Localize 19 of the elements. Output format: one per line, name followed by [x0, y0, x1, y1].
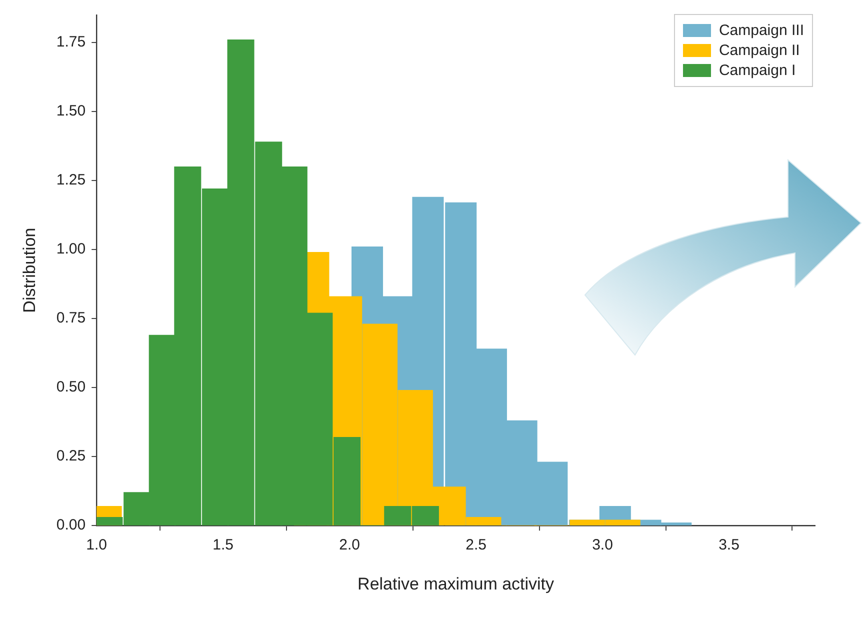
x-axis-title: Relative maximum activity: [358, 574, 555, 594]
y-tick-label: 1.50: [56, 102, 86, 120]
x-tick-label: 3.5: [718, 536, 740, 554]
y-tick-label: 1.00: [56, 240, 86, 258]
legend-label: Campaign III: [718, 22, 804, 39]
x-tick-label: 1.5: [212, 536, 234, 554]
x-tick-label: 2.0: [339, 536, 360, 554]
y-tick-label: 1.75: [56, 34, 86, 51]
y-tick-label: 1.25: [56, 172, 86, 189]
legend-label: Campaign II: [718, 42, 800, 59]
x-tick-label: 1.0: [86, 536, 108, 554]
y-tick-label: 0.00: [56, 516, 86, 534]
y-tick-label: 0.75: [56, 310, 86, 327]
x-tick-label: 2.5: [466, 536, 486, 554]
x-tick-label: 3.0: [592, 536, 613, 554]
y-axis-title: Distribution: [20, 228, 39, 313]
y-tick-label: 0.50: [56, 378, 86, 396]
legend-label: Campaign I: [718, 62, 796, 79]
y-tick-label: 0.25: [56, 448, 86, 465]
